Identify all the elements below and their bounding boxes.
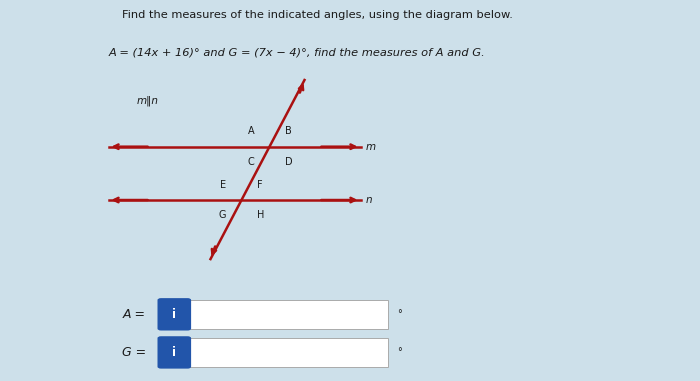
Text: °: ° bbox=[397, 309, 402, 319]
Text: i: i bbox=[172, 346, 176, 359]
Text: F: F bbox=[257, 180, 262, 190]
Text: A =: A = bbox=[122, 308, 146, 321]
Text: B: B bbox=[285, 126, 292, 136]
Text: °: ° bbox=[397, 347, 402, 357]
Text: n: n bbox=[366, 195, 372, 205]
Text: D: D bbox=[285, 157, 293, 167]
Text: m‖n: m‖n bbox=[136, 96, 158, 106]
Text: m: m bbox=[366, 142, 376, 152]
FancyBboxPatch shape bbox=[158, 336, 191, 369]
Text: Find the measures of the indicated angles, using the diagram below.: Find the measures of the indicated angle… bbox=[122, 10, 513, 19]
Text: i: i bbox=[172, 308, 176, 321]
Text: A = (14x + 16)° and G = (7x − 4)°, find the measures of A and G.: A = (14x + 16)° and G = (7x − 4)°, find … bbox=[108, 48, 485, 58]
Text: A: A bbox=[248, 126, 254, 136]
FancyBboxPatch shape bbox=[189, 300, 388, 328]
Text: G =: G = bbox=[122, 346, 146, 359]
Text: H: H bbox=[257, 210, 265, 220]
FancyBboxPatch shape bbox=[189, 338, 388, 367]
Text: G: G bbox=[218, 210, 226, 220]
FancyBboxPatch shape bbox=[158, 298, 191, 331]
Text: E: E bbox=[220, 180, 226, 190]
Text: C: C bbox=[247, 157, 254, 167]
